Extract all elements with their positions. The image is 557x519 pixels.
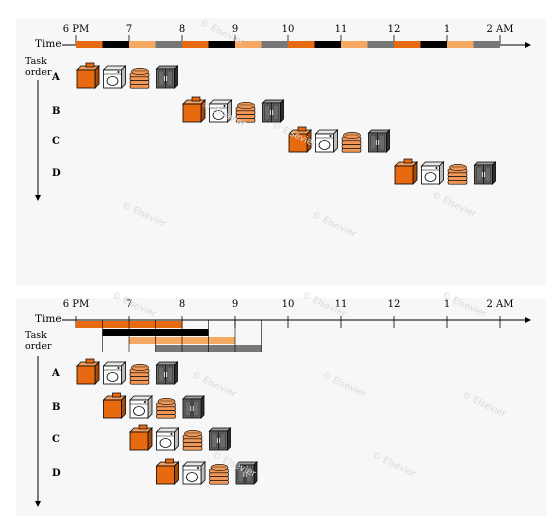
sequential-stage-bar	[129, 41, 156, 48]
folding-stack-icon	[447, 164, 468, 185]
sequential-panel-background	[16, 18, 546, 286]
pipelined-time-axis-label: Time	[35, 313, 62, 325]
sequential-stage-bar	[367, 41, 394, 48]
folding-stack-icon	[341, 132, 362, 153]
washer-icon	[102, 392, 127, 419]
closet-icon	[182, 395, 205, 419]
pipelined-task-order-label: Task	[25, 330, 47, 341]
sequential-task-label: A	[52, 72, 60, 83]
sequential-stage-bar	[76, 41, 103, 48]
closet-icon	[208, 427, 232, 451]
closet-icon	[261, 99, 285, 123]
folding-stack-icon	[182, 429, 203, 451]
sequential-tick-label: 8	[178, 24, 186, 35]
sequential-task-order-label: order	[25, 67, 52, 78]
sequential-tick-label: 12	[387, 24, 401, 35]
pipelined-tick-label: 2 AM	[486, 299, 514, 310]
washer-icon	[129, 424, 153, 451]
sequential-stage-bar	[182, 41, 209, 48]
sequential-stage-bar	[102, 41, 129, 48]
sequential-time-axis-arrowhead	[525, 42, 531, 48]
washer-icon	[394, 158, 418, 185]
pipelined-tick-label: 8	[178, 299, 186, 310]
pipelined-task-label: B	[52, 402, 61, 413]
sequential-tick-label: 7	[125, 24, 133, 35]
pipelined-task-label: C	[52, 434, 60, 445]
sequential-task-label: D	[52, 168, 61, 179]
sequential-stage-bar	[314, 41, 341, 48]
washer-icon	[155, 458, 180, 485]
sequential-time-axis-label: Time	[35, 38, 62, 50]
sequential-stage-bar	[420, 41, 447, 48]
sequential-tick-label: 2 AM	[486, 24, 514, 35]
sequential-tick-label: 6 PM	[62, 24, 90, 35]
sequential-stage-bar	[288, 41, 315, 48]
pipelined-tick-label: 12	[387, 299, 401, 310]
sequential-stage-bar	[394, 41, 421, 48]
folding-stack-icon	[129, 68, 150, 89]
pipelined-task-order-label: order	[25, 341, 52, 352]
dryer-icon	[155, 427, 180, 451]
dryer-icon	[102, 65, 127, 89]
pipelined-tick-label: 10	[281, 299, 295, 310]
sequential-task-label: C	[52, 136, 60, 147]
dryer-icon	[314, 129, 339, 153]
sequential-tick-label: 10	[281, 24, 295, 35]
sequential-stage-bar	[155, 41, 182, 48]
sequential-task-label: B	[52, 106, 61, 117]
closet-icon	[235, 461, 258, 485]
closet-icon	[155, 361, 179, 385]
sequential-tick-label: 1	[443, 24, 451, 35]
pipelined-tick-label: 7	[125, 299, 133, 310]
pipelined-task-label: A	[52, 368, 60, 379]
pipelined-tick-label: 11	[334, 299, 348, 310]
dryer-icon	[182, 461, 206, 485]
pipelined-tick-label: 1	[443, 299, 451, 310]
closet-icon	[473, 161, 497, 185]
pipelined-time-axis-arrowhead	[525, 317, 531, 323]
sequential-stage-bar	[261, 41, 288, 48]
pipelined-tick-label: 9	[231, 299, 239, 310]
sequential-tick-label: 11	[334, 24, 348, 35]
folding-stack-icon	[209, 463, 229, 485]
folding-stack-icon	[156, 397, 176, 419]
sequential-stage-bar	[447, 41, 474, 48]
sequential-stage-bar	[341, 41, 368, 48]
dryer-icon	[208, 99, 233, 123]
closet-icon	[155, 65, 179, 89]
pipelined-tick-label: 6 PM	[62, 299, 90, 310]
dryer-icon	[420, 161, 445, 185]
washer-icon	[76, 358, 100, 385]
washer-icon	[288, 126, 312, 153]
washer-icon	[76, 62, 100, 89]
dryer-icon	[129, 395, 153, 419]
sequential-task-order-arrowhead	[35, 195, 41, 201]
sequential-stage-bar	[473, 41, 500, 48]
dryer-icon	[102, 361, 127, 385]
sequential-stage-bar	[235, 41, 262, 48]
folding-stack-icon	[129, 363, 150, 385]
pipelined-task-label: D	[52, 468, 61, 479]
sequential-tick-label: 9	[231, 24, 239, 35]
folding-stack-icon	[235, 102, 256, 123]
pipelined-task-order-arrowhead	[35, 501, 41, 507]
closet-icon	[367, 129, 391, 153]
sequential-stage-bar	[208, 41, 235, 48]
washer-icon	[182, 96, 206, 123]
pipelined-panel-background	[16, 298, 546, 516]
sequential-task-order-label: Task	[25, 56, 47, 67]
